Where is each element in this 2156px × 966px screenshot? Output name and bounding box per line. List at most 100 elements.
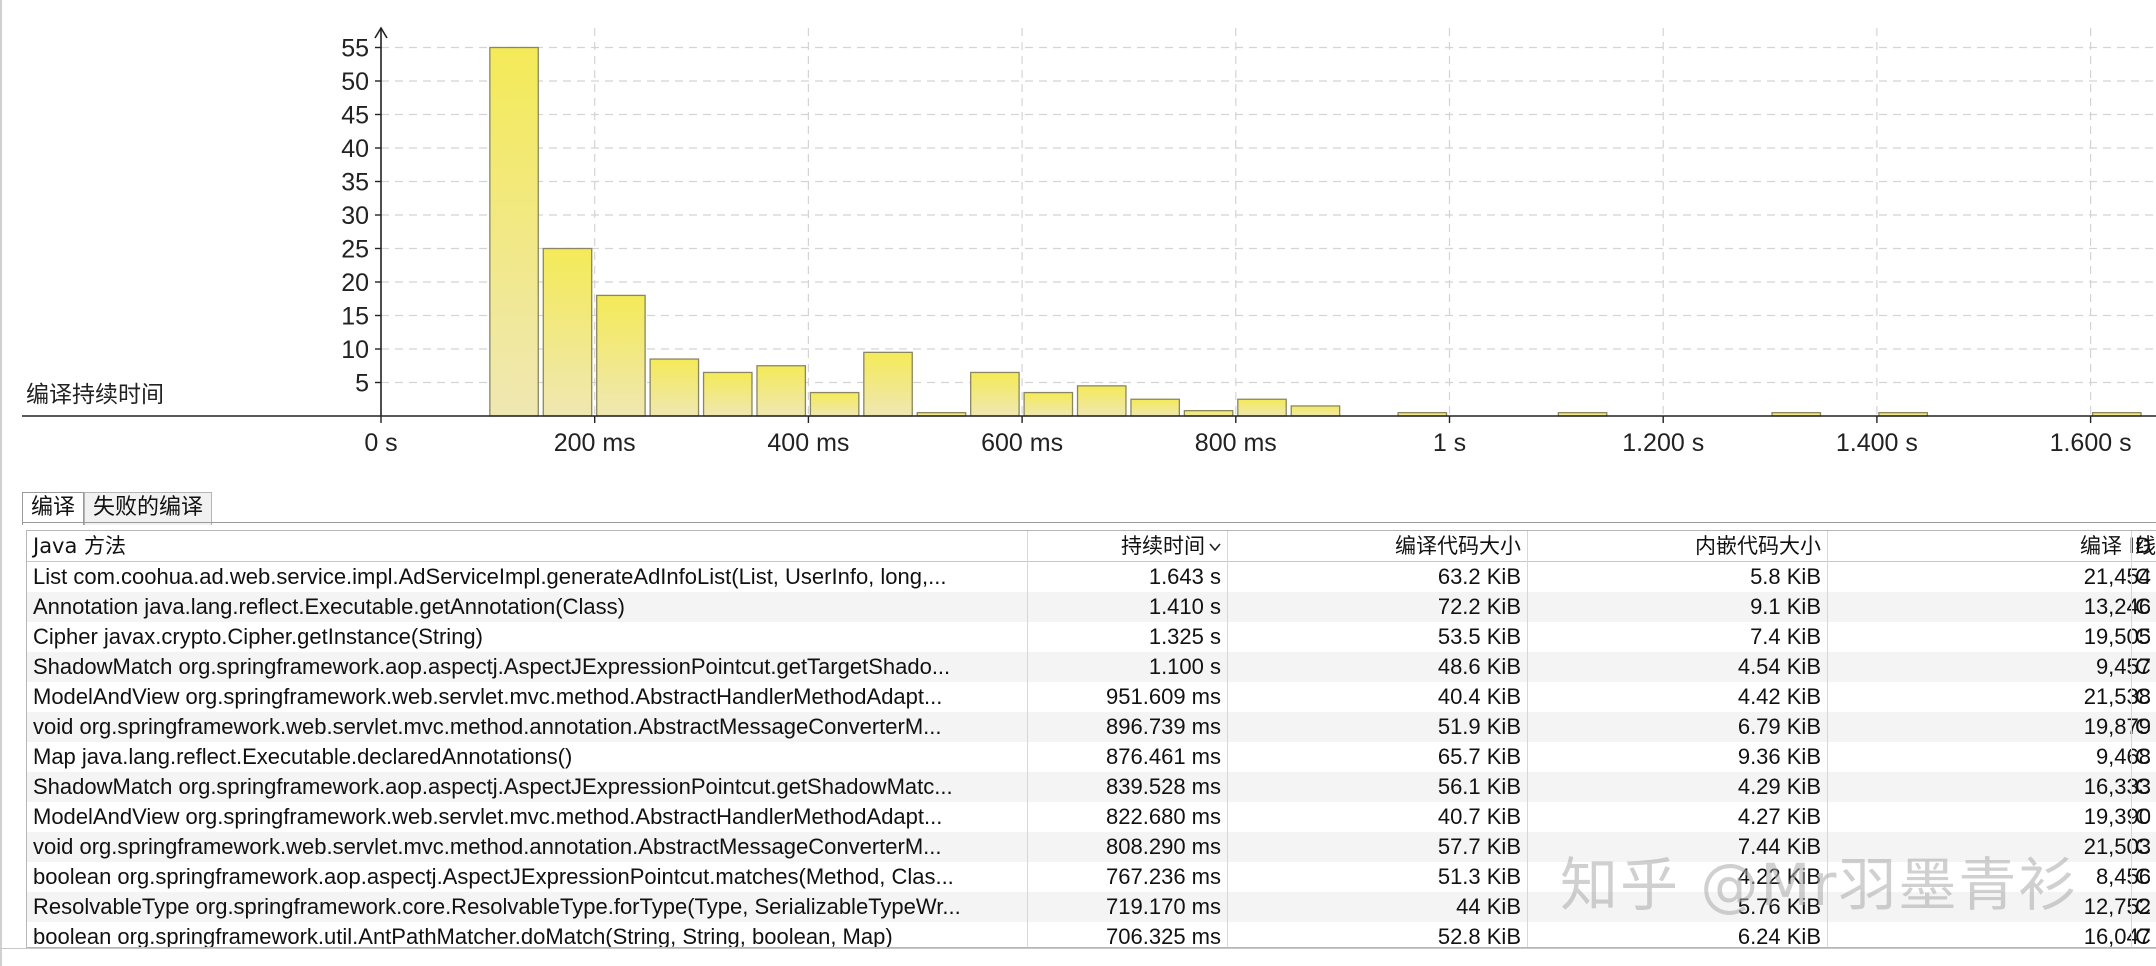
histogram-bar[interactable] [1290,405,1341,417]
column-separator[interactable] [1827,531,1828,947]
y-tick-label: 25 [341,236,369,264]
cell-java-method: ModelAndView org.springframework.web.ser… [33,684,943,709]
histogram-bar[interactable] [489,46,539,417]
tab-divider [22,522,2156,523]
column-separator[interactable] [1527,531,1528,947]
histogram-bar[interactable] [542,247,593,417]
cell-java-method: void org.springframework.web.servlet.mvc… [33,714,942,739]
column-header-thread[interactable]: 线 [2135,534,2156,558]
cell-thread: C [2135,564,2151,589]
cell-compile-id: 19,879 [2083,714,2151,739]
y-tick-label: 15 [341,303,369,331]
x-tick-label: 1.600 s [2050,429,2132,457]
histogram-bar[interactable] [1076,385,1127,417]
tab-failed-compilations[interactable]: 失败的编译 [84,492,213,525]
cell-duration: 951.609 ms [1106,684,1221,709]
column-header-java-method[interactable]: Java 方法 [33,534,127,558]
histogram-bar[interactable] [809,391,860,417]
column-header-duration[interactable]: 持续时间 [1027,531,1227,561]
tab-compilations[interactable]: 编译 [22,492,85,525]
cell-thread: C [2135,924,2151,948]
cell-duration: 1.410 s [1148,594,1221,619]
x-tick-label: 600 ms [981,429,1063,457]
cell-inlined-size: 5.8 KiB [1750,564,1821,589]
cell-thread: C [2135,654,2151,679]
cell-compiled-size: 72.2 KiB [1437,594,1521,619]
cell-duration: 839.528 ms [1106,774,1221,799]
histogram-bar[interactable] [863,351,913,417]
table-row[interactable]: ShadowMatch org.springframework.aop.aspe… [27,772,2156,802]
cell-inlined-size: 4.22 KiB [1737,864,1821,889]
table-row[interactable]: ShadowMatch org.springframework.aop.aspe… [27,652,2156,682]
cell-compile-id: 12,752 [2083,894,2151,919]
histogram-bar[interactable] [1183,409,1234,417]
table-row[interactable]: void org.springframework.web.servlet.mvc… [27,832,2156,862]
table-row[interactable]: List com.coohua.ad.web.service.impl.AdSe… [27,562,2156,592]
cell-thread: C [2135,624,2151,649]
cell-inlined-size: 9.36 KiB [1737,744,1821,769]
x-tick-label: 200 ms [554,429,636,457]
table-row[interactable]: void org.springframework.web.servlet.mvc… [27,712,2156,742]
x-tick-label: 1 s [1433,429,1466,457]
table-row[interactable]: Cipher javax.crypto.Cipher.getInstance(S… [27,622,2156,652]
cell-compiled-size: 52.8 KiB [1437,924,1521,948]
y-tick-label: 45 [341,102,369,130]
cell-inlined-size: 6.79 KiB [1737,714,1821,739]
cell-java-method: Annotation java.lang.reflect.Executable.… [33,594,625,619]
cell-compile-id: 21,538 [2083,684,2151,709]
column-separator[interactable] [1027,531,1028,947]
cell-compile-id: 21,454 [2083,564,2151,589]
column-header-compile-id[interactable]: 编译 ID [2079,534,2151,558]
cell-java-method: Cipher javax.crypto.Cipher.getInstance(S… [33,624,483,649]
column-header-compiled-code-size[interactable]: 编译代码大小 [1395,534,1521,558]
y-tick-label: 55 [341,35,369,63]
column-header-inlined-code-size[interactable]: 内嵌代码大小 [1695,534,1821,558]
histogram-bar[interactable] [596,294,646,417]
histogram-bar[interactable] [1237,398,1287,417]
column-separator[interactable] [1227,531,1228,947]
cell-java-method: void org.springframework.web.servlet.mvc… [33,834,942,859]
cell-compiled-size: 40.4 KiB [1437,684,1521,709]
y-axis-arrow-icon [374,26,388,39]
histogram-bar[interactable] [702,371,753,417]
cell-compile-id: 9,468 [2095,744,2151,769]
compilations-table: Java 方法 持续时间 编译代码大小 内嵌代码大小 编译 ID 线 List … [26,530,2156,948]
histogram-bar[interactable] [756,365,807,417]
cell-inlined-size: 9.1 KiB [1750,594,1821,619]
cell-java-method: ResolvableType org.springframework.core.… [33,894,961,919]
histogram-bar[interactable] [1130,398,1181,417]
cell-duration: 1.325 s [1148,624,1221,649]
table-row[interactable]: boolean org.springframework.aop.aspectj.… [27,862,2156,892]
cell-duration: 1.643 s [1148,564,1221,589]
y-tick-label: 10 [341,336,369,364]
cell-compile-id: 8,456 [2095,864,2151,889]
histogram-bar[interactable] [970,371,1020,417]
cell-duration: 767.236 ms [1106,864,1221,889]
cell-duration: 822.680 ms [1106,804,1221,829]
cell-compile-id: 19,390 [2083,804,2151,829]
cell-compiled-size: 51.3 KiB [1437,864,1521,889]
x-tick-label: 1.400 s [1836,429,1918,457]
tab-bar: 编译 失败的编译 [22,492,213,525]
column-header-duration-label: 持续时间 [1121,534,1205,558]
cell-java-method: ShadowMatch org.springframework.aop.aspe… [33,654,951,679]
x-tick-label: 400 ms [767,429,849,457]
cell-compiled-size: 53.5 KiB [1437,624,1521,649]
table-row[interactable]: ModelAndView org.springframework.web.ser… [27,682,2156,712]
cell-inlined-size: 7.4 KiB [1750,624,1821,649]
cell-duration: 706.325 ms [1106,924,1221,948]
cell-thread: C [2135,834,2151,859]
table-row[interactable]: ResolvableType org.springframework.core.… [27,892,2156,922]
table-row[interactable]: Annotation java.lang.reflect.Executable.… [27,592,2156,622]
table-row[interactable]: ModelAndView org.springframework.web.ser… [27,802,2156,832]
histogram-bar[interactable] [1023,391,1074,417]
cell-compiled-size: 65.7 KiB [1437,744,1521,769]
table-header: Java 方法 持续时间 编译代码大小 内嵌代码大小 编译 ID 线 [27,531,2156,562]
cell-compiled-size: 44 KiB [1456,894,1521,919]
column-separator[interactable] [2131,531,2132,947]
table-row[interactable]: Map java.lang.reflect.Executable.declare… [27,742,2156,772]
y-tick-label: 20 [341,269,369,297]
histogram-bar[interactable] [649,358,700,417]
cell-duration: 1.100 s [1148,654,1221,679]
table-row[interactable]: boolean org.springframework.util.AntPath… [27,922,2156,948]
